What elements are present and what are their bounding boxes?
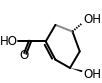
- Text: HO: HO: [0, 35, 18, 48]
- Text: O: O: [19, 49, 28, 62]
- Text: OH: OH: [84, 68, 102, 81]
- Polygon shape: [70, 68, 82, 72]
- Text: OH: OH: [84, 13, 102, 26]
